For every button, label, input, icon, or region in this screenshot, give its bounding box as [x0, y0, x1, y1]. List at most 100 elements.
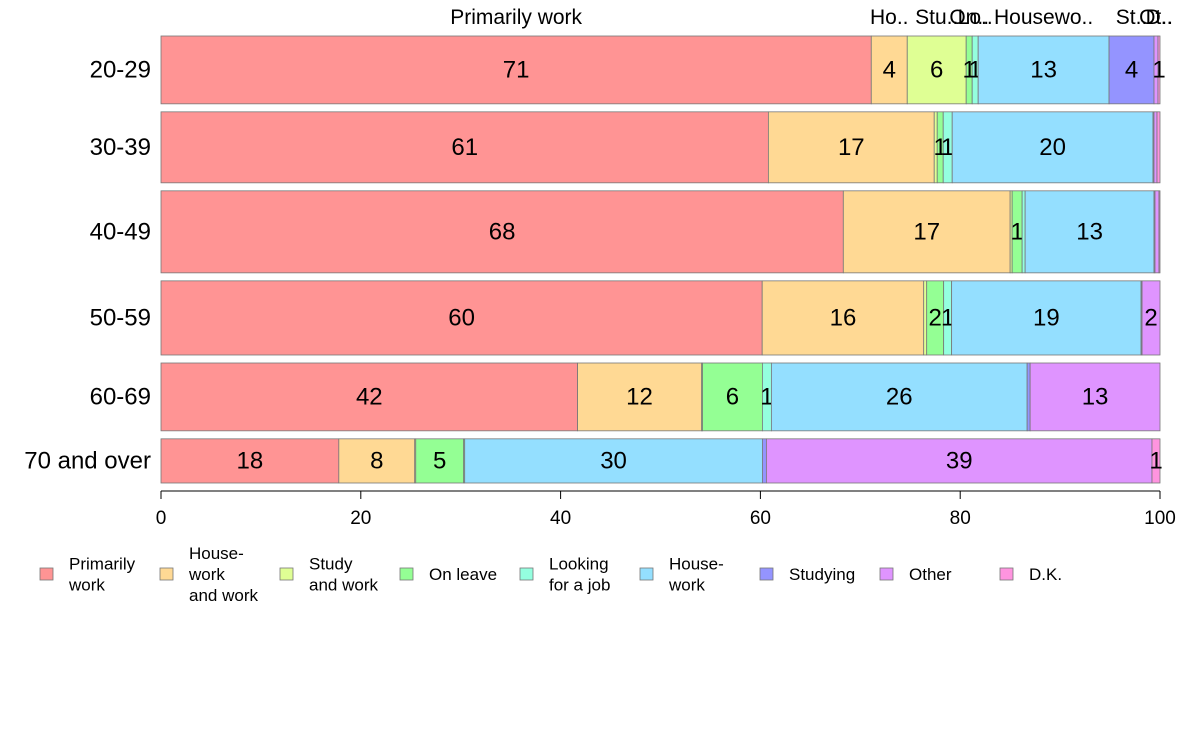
top-label-studying: St..	[1116, 6, 1148, 29]
data-label: 1	[941, 304, 954, 331]
bar-60-69-studying	[1026, 362, 1031, 432]
bar-40-49-house-work-and-work	[842, 190, 1011, 274]
bar-40-49-looking-for-a-job	[1021, 190, 1026, 274]
bar-70-and-over-house-work-and-work	[338, 438, 416, 484]
category-label: 70 and over	[24, 447, 151, 474]
data-label: 19	[1033, 304, 1060, 331]
data-label: 26	[886, 383, 913, 410]
bar-20-29-house-work-and-work	[870, 35, 908, 105]
x-tick-label: 80	[950, 508, 971, 529]
bar-30-39-other	[1153, 111, 1158, 184]
legend-swatch-looking-for-a-job	[519, 567, 534, 581]
data-label: 1	[760, 383, 773, 410]
x-tick-label: 0	[156, 508, 167, 529]
bar-20-29-house-work	[977, 35, 1110, 105]
legend-label-looking-for-a-job: Looking for a job	[549, 554, 610, 594]
legend-swatch-study-and-work	[279, 567, 294, 581]
bar-70-and-over-d-k	[1151, 438, 1161, 484]
data-label: 6	[930, 56, 943, 83]
data-label: 4	[883, 56, 896, 83]
data-label: 1	[1010, 218, 1023, 245]
bar-70-and-over-primarily-work	[160, 438, 340, 484]
data-label: 30	[600, 447, 627, 474]
data-label: 1	[941, 134, 954, 161]
bar-70-and-over-on-leave	[415, 438, 465, 484]
bar-40-49-house-work	[1024, 190, 1155, 274]
data-label: 17	[838, 134, 865, 161]
legend-label-study-and-work: Study and work	[309, 554, 378, 594]
data-label: 39	[946, 447, 973, 474]
data-label: 12	[626, 383, 653, 410]
data-label: 2	[1144, 304, 1157, 331]
bar-70-and-over-other	[765, 438, 1153, 484]
top-label-looking-for-a-job: Lo..	[958, 6, 993, 29]
legend-swatch-house-work-and-work	[159, 567, 174, 581]
data-label: 5	[433, 447, 446, 474]
bar-60-69-primarily-work	[160, 362, 578, 432]
legend-label-primarily-work: Primarily work	[68, 554, 136, 594]
data-label: 13	[1076, 218, 1103, 245]
legend-label-house-work-and-work: House-work and work	[188, 544, 258, 605]
legend-label-house-work: House-work	[668, 554, 724, 594]
data-label: 60	[448, 304, 475, 331]
bar-50-59-other	[1141, 280, 1161, 356]
data-label: 20	[1039, 134, 1066, 161]
data-label: 16	[830, 304, 857, 331]
data-label: 2	[928, 304, 941, 331]
legend-swatch-d-k	[999, 567, 1014, 581]
bar-70-and-over-house-work	[464, 438, 763, 484]
data-label: 6	[726, 383, 739, 410]
category-label: 40-49	[90, 218, 151, 245]
category-label: 30-39	[90, 134, 151, 161]
x-tick-label: 100	[1144, 508, 1176, 529]
top-category-labels: Primarily work Ho.. Stu..On..Lo.. Housewo..…	[450, 6, 1173, 29]
data-label: 42	[356, 383, 383, 410]
bar-40-49-other	[1154, 190, 1160, 274]
bar-20-29-studying	[1108, 35, 1155, 105]
legend-swatch-on-leave	[399, 567, 414, 581]
legend-label-d-k: D.K.	[1029, 565, 1062, 584]
bar-50-59-house-work-and-work	[761, 280, 925, 356]
legend-label-on-leave: On leave	[429, 565, 497, 584]
data-label: 13	[1082, 383, 1109, 410]
legend-swatch-primarily-work	[39, 567, 54, 581]
category-label: 20-29	[90, 56, 151, 83]
data-label: 68	[489, 218, 516, 245]
top-label-on-leave: On..	[949, 6, 989, 29]
data-label: 4	[1125, 56, 1138, 83]
x-axis: 0 20 40 60 80 100	[156, 490, 1176, 529]
bar-50-59-house-work	[951, 280, 1142, 356]
data-label: 1	[1149, 447, 1162, 474]
legend-label-studying: Studying	[789, 565, 855, 584]
bar-20-29-study-and-work	[906, 35, 967, 105]
legend-swatch-house-work	[639, 567, 654, 581]
category-labels: 20-29 30-39 40-49 50-59 60-69 70 and over	[24, 56, 151, 474]
bar-30-39-house-work	[951, 111, 1154, 184]
bar-60-69-house-work	[770, 362, 1028, 432]
data-label: 13	[1030, 56, 1057, 83]
bar-40-49-d-k	[1158, 190, 1161, 274]
top-label-study-and-work: Stu..	[915, 6, 958, 29]
legend: Primarily work House-work and work Study and …	[39, 544, 1062, 605]
top-label-other: Ot..	[1139, 6, 1173, 29]
bar-30-39-house-work-and-work	[767, 111, 935, 184]
bar-30-39-d-k	[1156, 111, 1161, 184]
bar-70-and-over-studying	[761, 438, 767, 484]
legend-label-other: Other	[909, 565, 952, 584]
data-label: 18	[237, 447, 264, 474]
bar-60-69-house-work-and-work	[577, 362, 702, 432]
bar-60-69-on-leave	[702, 362, 763, 432]
bar-60-69-other	[1029, 362, 1161, 432]
top-label-house-work: Housewo..	[994, 6, 1093, 29]
data-label: 17	[913, 218, 940, 245]
legend-swatch-other	[879, 567, 894, 581]
bar-50-59-study-and-work	[923, 280, 928, 356]
top-label-d-k: D..	[1146, 6, 1173, 29]
x-tick-label: 60	[750, 508, 771, 529]
top-label-house-work-and-work: Ho..	[870, 6, 909, 29]
data-label: 61	[451, 134, 478, 161]
x-tick-label: 20	[350, 508, 371, 529]
top-label-primarily-work: Primarily work	[450, 6, 582, 29]
